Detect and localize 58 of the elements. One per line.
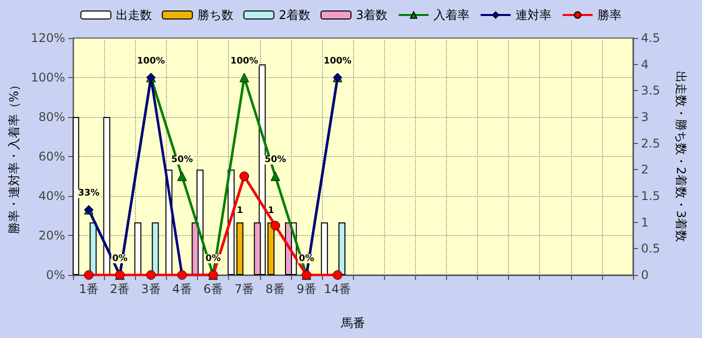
x-tick-label: 14番 — [324, 282, 352, 296]
y2-tick-label: 2 — [641, 162, 649, 177]
legend-label: 連対率 — [516, 8, 552, 22]
bar — [320, 222, 328, 275]
legend-label: 3着数 — [356, 8, 388, 22]
y2-tick-label: 0 — [641, 268, 649, 282]
data-label: 1 — [236, 206, 244, 216]
legend-label: 勝率 — [598, 8, 622, 22]
point — [146, 270, 156, 280]
data-label: 0% — [206, 254, 221, 264]
y2-tick-label: 0.5 — [641, 242, 660, 256]
legend-label: 入着率 — [434, 8, 470, 22]
point — [177, 172, 187, 181]
y-tick-label: 80% — [38, 110, 66, 124]
x-tick-label: 3番 — [141, 282, 161, 296]
y2-tick-label: 4.5 — [641, 31, 660, 45]
y2-tick-label: 3.5 — [641, 84, 660, 98]
data-label: 100% — [230, 56, 258, 66]
data-label: 100% — [137, 56, 165, 66]
legend-label: 勝ち数 — [197, 8, 234, 22]
data-label: 50% — [171, 155, 193, 165]
y-tick-label: 0% — [46, 268, 66, 282]
point — [332, 270, 342, 280]
x-axis-title: 馬番 — [340, 316, 366, 330]
x-tick-label: 6番 — [203, 282, 223, 296]
y-tick-label: 40% — [38, 189, 66, 203]
y-tick-label: 100% — [30, 70, 66, 84]
data-label: 33% — [78, 188, 100, 199]
y2-tick-label: 1.5 — [641, 189, 660, 203]
bar — [134, 222, 142, 275]
data-label: 0% — [112, 254, 128, 264]
y-tick-label: 60% — [38, 150, 66, 164]
y2-tick-label: 1 — [641, 215, 649, 230]
x-tick-label: 9番 — [296, 282, 316, 296]
y2-tick-label: 3 — [641, 110, 649, 124]
x-tick-label: 2番 — [110, 282, 130, 296]
y-tick-label: 20% — [38, 228, 66, 242]
data-label: 100% — [324, 56, 352, 66]
y-tick-label: 120% — [30, 31, 66, 45]
data-label: 0% — [298, 254, 314, 264]
x-tick-label: 7番 — [234, 282, 254, 296]
bar — [236, 222, 244, 275]
y2-axis-title: 出走数・勝ち数・2着数・3着数 — [674, 70, 688, 242]
y2-tick-label: 4 — [641, 57, 649, 72]
legend-label: 2着数 — [278, 8, 311, 22]
data-label: 1 — [268, 206, 274, 216]
point — [270, 172, 280, 181]
bar — [72, 117, 80, 275]
point — [240, 72, 250, 82]
y2-tick-label: 2.5 — [641, 136, 660, 150]
x-tick-label: 8番 — [266, 282, 286, 296]
x-tick-label: 4番 — [172, 282, 192, 296]
x-tick-label: 1番 — [78, 282, 99, 296]
legend-label: 出走数 — [116, 8, 152, 22]
point — [84, 270, 94, 280]
data-label: 50% — [264, 155, 286, 165]
y-axis-title: 勝率・連対率・入着率（%） — [7, 78, 21, 234]
bar — [103, 117, 110, 275]
